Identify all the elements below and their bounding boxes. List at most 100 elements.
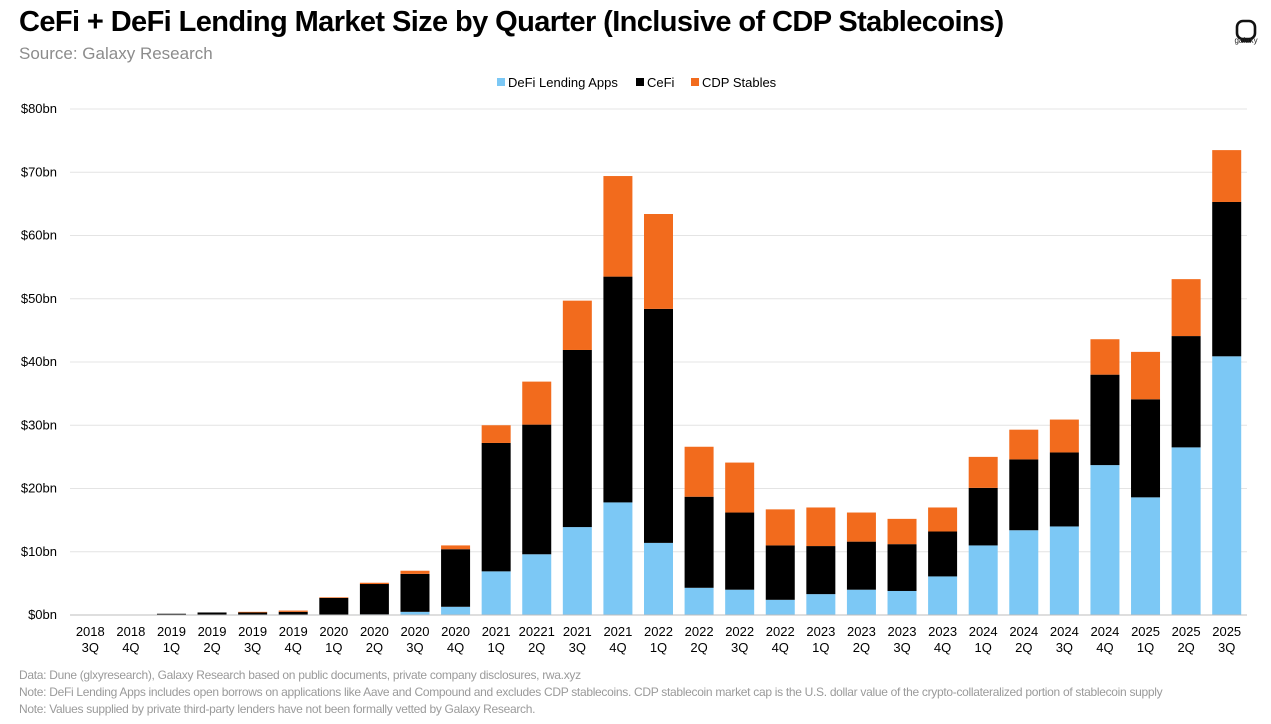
bar-segment-cefi [765,545,795,600]
x-tick-year: 2020 [441,624,470,639]
y-tick-label: $10bn [21,544,57,559]
x-tick-year: 2022 [644,624,673,639]
bar-segment-cefi [603,276,633,503]
x-tick-year: 2019 [157,624,186,639]
bar-segment-cdp-stables [238,611,268,613]
y-tick-label: $80bn [21,101,57,116]
x-tick-year: 2025 [1212,624,1241,639]
legend-swatch [636,78,644,86]
bar-segment-cefi [441,549,471,607]
bar-segment-cdp-stables [1049,419,1079,453]
bar-segment-cdp-stables [1131,351,1161,400]
bar-segment-defi-lending-apps [725,589,755,615]
x-tick-year: 2018 [116,624,145,639]
bar-segment-defi-lending-apps [603,502,633,615]
bar-segment-cefi [1171,336,1201,448]
x-tick-quarter: 1Q [163,640,180,655]
x-tick-quarter: 3Q [569,640,586,655]
bar-segment-cefi [806,546,836,595]
bar-segment-cefi [1009,459,1039,531]
bar-segment-cefi [400,573,430,612]
bar-segment-cdp-stables [968,456,998,488]
galaxy-logo-icon [1235,19,1257,43]
x-tick-quarter: 4Q [1096,640,1113,655]
chart-title: CeFi + DeFi Lending Market Size by Quart… [19,6,1004,38]
bar-segment-cefi [1212,201,1242,357]
bar-segment-cdp-stables [359,582,389,585]
bar-segment-cefi [1131,399,1161,498]
x-tick-quarter: 4Q [285,640,302,655]
x-tick-quarter: 1Q [1137,640,1154,655]
bar-segment-cdp-stables [481,425,511,443]
x-tick-year: 2023 [928,624,957,639]
x-tick-quarter: 1Q [650,640,667,655]
bar-segment-cdp-stables [846,512,876,542]
x-tick-quarter: 1Q [975,640,992,655]
bar-segment-defi-lending-apps [684,587,714,615]
bar-segment-cdp-stables [644,214,673,309]
y-tick-label: $40bn [21,354,57,369]
bar-segment-defi-lending-apps [968,545,998,615]
x-tick-year: 2022 [685,624,714,639]
legend-label: DeFi Lending Apps [508,75,618,90]
x-tick-quarter: 2Q [1177,640,1194,655]
x-tick-quarter: 3Q [1056,640,1073,655]
bar-segment-cdp-stables [1009,429,1039,460]
x-tick-year: 2019 [238,624,267,639]
y-tick-label: $20bn [21,481,57,496]
bar-segment-cefi [1049,452,1079,527]
legend-label: CeFi [647,75,675,90]
bar-segment-cefi [887,544,917,591]
bar-segment-defi-lending-apps [1171,447,1201,615]
x-tick-year: 2021 [482,624,511,639]
x-tick-year: 20221 [519,624,555,639]
x-tick-year: 2019 [279,624,308,639]
bar-segment-cefi [319,597,349,615]
bar-segment-cefi [644,308,673,543]
x-tick-year: 2025 [1131,624,1160,639]
x-tick-year: 2024 [1090,624,1119,639]
x-tick-year: 2020 [401,624,430,639]
bar-segment-cdp-stables [887,518,917,545]
bar-segment-cdp-stables [603,176,633,277]
bar-segment-defi-lending-apps [887,590,917,615]
bar-segment-cdp-stables [278,610,308,612]
bar-segment-defi-lending-apps [846,589,876,615]
bar-segment-cdp-stables [928,507,958,532]
x-tick-quarter: 4Q [934,640,951,655]
x-tick-year: 2024 [1050,624,1079,639]
bar-segment-cefi [156,613,186,615]
x-tick-year: 2023 [847,624,876,639]
x-tick-year: 2023 [806,624,835,639]
x-tick-year: 2021 [603,624,632,639]
bar-segment-defi-lending-apps [1009,530,1039,615]
x-tick-year: 2020 [319,624,348,639]
x-tick-quarter: 2Q [1015,640,1032,655]
bar-segment-cefi [725,512,755,590]
bar-segment-defi-lending-apps [441,606,471,615]
bar-segment-cefi [846,541,876,590]
x-tick-year: 2024 [1009,624,1038,639]
bar-segment-cefi [684,496,714,588]
x-tick-quarter: 3Q [731,640,748,655]
logo-wordmark: galaxy [1234,36,1258,45]
x-tick-quarter: 3Q [244,640,261,655]
y-tick-label: $30bn [21,417,57,432]
y-tick-label: $0bn [28,607,57,622]
x-axis-ticks: 20183Q20184Q20191Q20192Q20193Q20194Q2020… [76,624,1241,655]
y-tick-label: $70bn [21,164,57,179]
x-tick-year: 2022 [725,624,754,639]
bar-segment-cdp-stables [522,381,552,425]
bar-segment-defi-lending-apps [400,611,430,615]
bars [156,150,1242,615]
x-tick-quarter: 2Q [366,640,383,655]
x-tick-quarter: 3Q [406,640,423,655]
bar-segment-defi-lending-apps [765,599,795,615]
x-tick-quarter: 3Q [893,640,910,655]
bar-segment-cdp-stables [319,597,349,598]
x-tick-quarter: 2Q [528,640,545,655]
legend-label: CDP Stables [702,75,777,90]
bar-segment-cdp-stables [1171,279,1201,337]
bar-segment-cefi [562,349,592,528]
